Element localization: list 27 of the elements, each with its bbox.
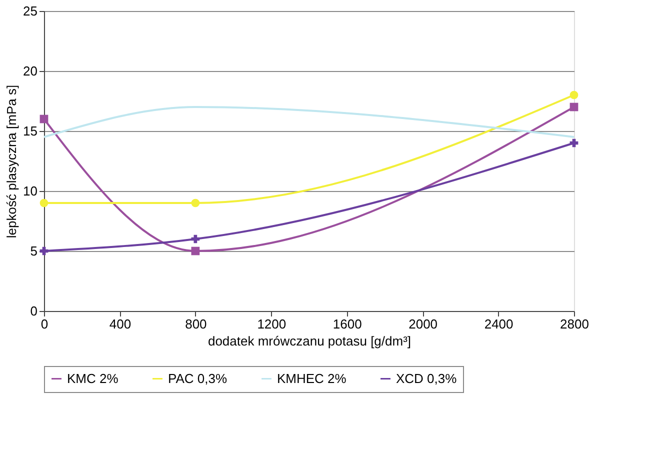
legend-label: XCD 0,3% bbox=[396, 370, 458, 386]
y-tick-label: 5 bbox=[30, 244, 38, 258]
x-tick-label: 2800 bbox=[560, 316, 589, 332]
x-tick-label: 1600 bbox=[332, 316, 362, 332]
x-tick-label: 400 bbox=[109, 316, 132, 332]
point bbox=[40, 198, 48, 208]
x-axis-title: dodatek mrówczanu potasu [g/dm³] bbox=[208, 334, 412, 348]
y-tick-label: 15 bbox=[23, 124, 38, 138]
point bbox=[191, 234, 200, 244]
x-tick-label: 800 bbox=[185, 316, 207, 332]
legend-label: PAC 0,3% bbox=[168, 370, 228, 386]
y-axis-title: lepkość plasyczna [mPa s] bbox=[4, 84, 20, 238]
point bbox=[40, 114, 48, 124]
x-tick-label: 2000 bbox=[408, 316, 438, 332]
y-tick-label: 0 bbox=[30, 304, 38, 318]
point bbox=[191, 198, 200, 208]
x-tick-label: 2400 bbox=[484, 316, 514, 332]
point bbox=[570, 90, 578, 100]
point bbox=[570, 102, 578, 112]
x-tick-label: 0 bbox=[40, 316, 48, 332]
legend-label: KMHEC 2% bbox=[277, 370, 347, 386]
legend-label: KMC 2% bbox=[67, 370, 119, 386]
y-tick-label: 10 bbox=[23, 184, 38, 198]
x-tick-label: 1200 bbox=[257, 316, 286, 332]
y-tick-label: 20 bbox=[23, 64, 38, 78]
point bbox=[191, 246, 200, 256]
y-tick-label: 25 bbox=[23, 4, 38, 18]
